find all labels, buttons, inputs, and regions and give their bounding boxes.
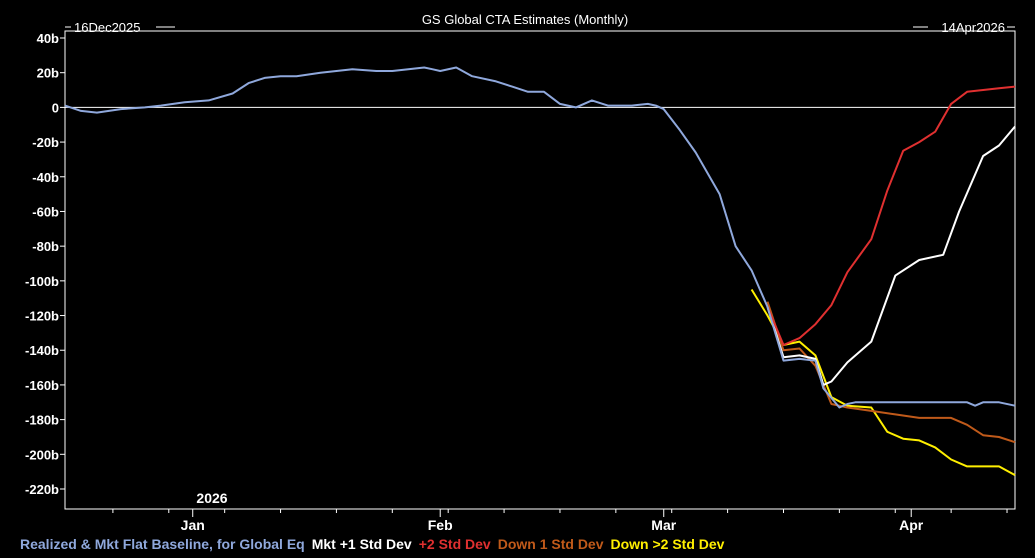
y-tick-label: -140b: [25, 343, 59, 358]
y-tick-label: -60b: [32, 204, 59, 219]
chart-title: GS Global CTA Estimates (Monthly): [422, 12, 628, 27]
y-tick-label: -120b: [25, 309, 59, 324]
y-axis: 40b 20b 0 -20b -40b -60b -80b -100b -120b -140b -1…: [25, 31, 1015, 497]
legend-entry: Down >2 Std Dev: [611, 536, 725, 552]
series-layer: [64, 66, 1016, 476]
legend-entry: Realized & Mkt Flat Baseline, for Global…: [20, 536, 305, 552]
y-tick-label: -80b: [32, 239, 59, 254]
y-tick-label: -180b: [25, 413, 59, 428]
legend-entry: Down 1 Std Dev: [498, 536, 604, 552]
y-tick-label: 20b: [37, 66, 59, 81]
legend: Realized & Mkt Flat Baseline, for Global…: [20, 536, 725, 552]
x-axis: Jan Feb Mar Apr: [112, 509, 1008, 533]
y-tick-label: -20b: [32, 135, 59, 150]
range-start-label: 16Dec2025: [74, 20, 141, 35]
x-tick-label: Apr: [899, 517, 924, 533]
y-tick-label: 0: [52, 100, 59, 115]
legend-entry: +2 Std Dev: [419, 536, 491, 552]
x-tick-label: Jan: [181, 517, 205, 533]
year-label: 2026: [196, 490, 227, 506]
y-tick-label: 40b: [37, 31, 59, 46]
x-tick-label: Feb: [428, 517, 453, 533]
y-tick-label: -220b: [25, 482, 59, 497]
plot-frame: [64, 30, 1016, 510]
x-tick-label: Mar: [651, 517, 676, 533]
series-line: [766, 125, 1016, 386]
y-tick-label: -160b: [25, 378, 59, 393]
y-tick-label: -100b: [25, 274, 59, 289]
legend-entry: Mkt +1 Std Dev: [312, 536, 412, 552]
series-line: [766, 301, 1016, 444]
series-line: [750, 288, 1016, 476]
series-line: [64, 66, 1016, 409]
range-end-label: 14Apr2026: [941, 20, 1005, 35]
series-line: [766, 85, 1016, 346]
y-tick-label: -40b: [32, 170, 59, 185]
y-tick-label: -200b: [25, 447, 59, 462]
